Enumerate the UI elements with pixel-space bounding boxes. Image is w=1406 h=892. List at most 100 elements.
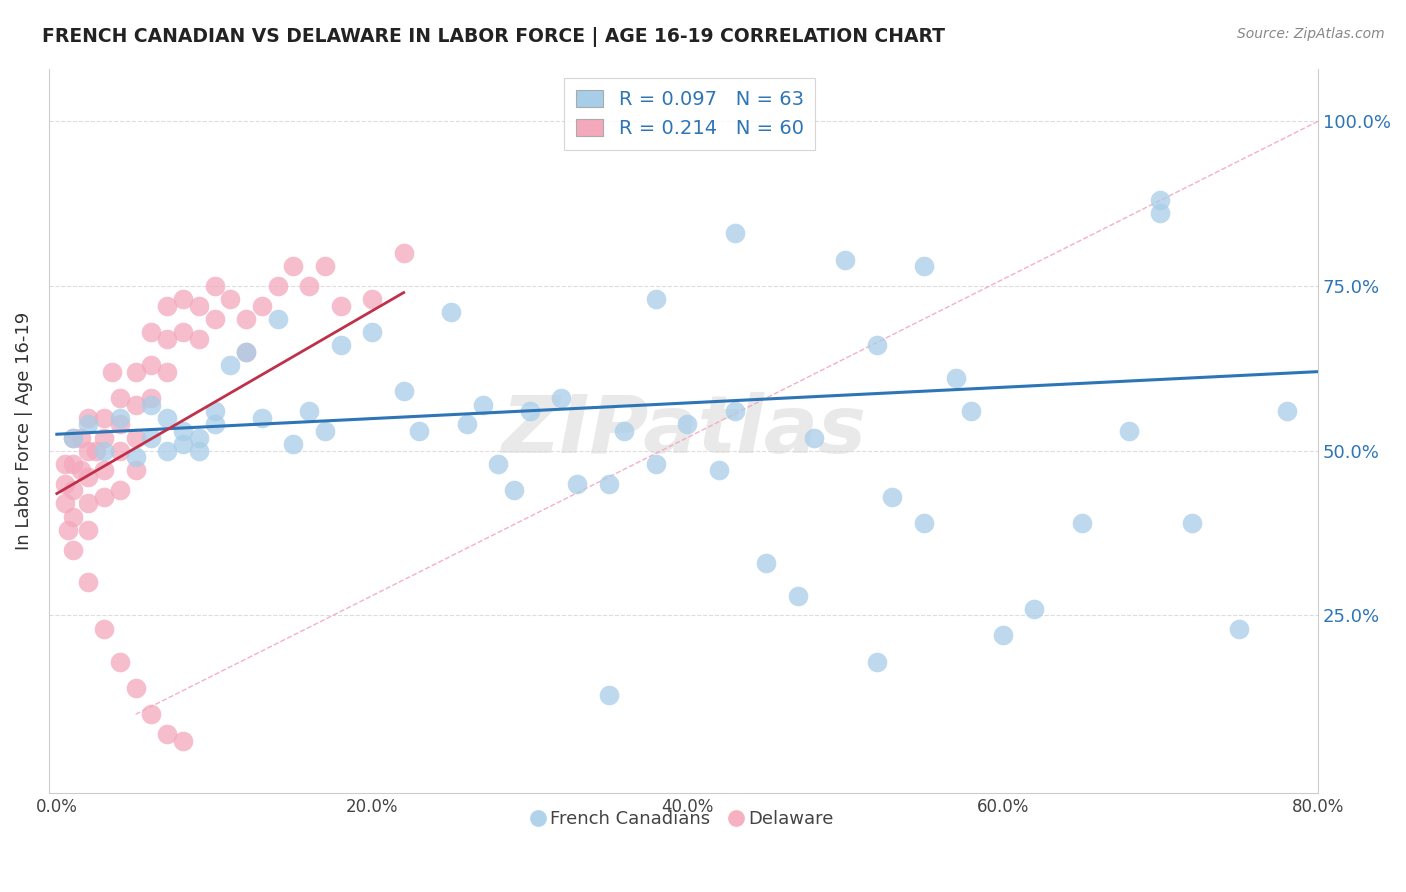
Point <box>141 707 163 722</box>
Point <box>172 733 194 747</box>
Point <box>235 344 257 359</box>
Point <box>187 443 209 458</box>
Text: ZIPatlas: ZIPatlas <box>501 392 866 470</box>
Point <box>298 404 321 418</box>
Point <box>187 332 209 346</box>
Point <box>77 523 100 537</box>
Point <box>77 443 100 458</box>
Point <box>93 490 115 504</box>
Point <box>361 325 384 339</box>
Point <box>1227 622 1250 636</box>
Point <box>945 371 967 385</box>
Point <box>1149 194 1171 208</box>
Point <box>93 430 115 444</box>
Point <box>250 410 273 425</box>
Point <box>101 365 124 379</box>
Point <box>77 575 100 590</box>
Point <box>486 457 509 471</box>
Point <box>204 279 226 293</box>
Point <box>1149 206 1171 220</box>
Point <box>440 305 463 319</box>
Point <box>503 483 526 498</box>
Point <box>125 450 148 465</box>
Point <box>645 457 668 471</box>
Point <box>93 622 115 636</box>
Text: FRENCH CANADIAN VS DELAWARE IN LABOR FORCE | AGE 16-19 CORRELATION CHART: FRENCH CANADIAN VS DELAWARE IN LABOR FOR… <box>42 27 945 46</box>
Point <box>172 292 194 306</box>
Point <box>62 542 84 557</box>
Point <box>172 325 194 339</box>
Point <box>125 398 148 412</box>
Point <box>62 430 84 444</box>
Point <box>408 424 430 438</box>
Point <box>266 312 288 326</box>
Point <box>991 628 1014 642</box>
Point <box>250 299 273 313</box>
Point <box>125 463 148 477</box>
Point <box>62 430 84 444</box>
Point <box>724 226 747 240</box>
Point <box>108 417 131 432</box>
Point <box>108 410 131 425</box>
Point <box>329 299 352 313</box>
Point <box>519 404 541 418</box>
Point <box>755 556 778 570</box>
Point <box>471 398 494 412</box>
Point <box>141 325 163 339</box>
Point <box>187 430 209 444</box>
Text: Source: ZipAtlas.com: Source: ZipAtlas.com <box>1237 27 1385 41</box>
Point <box>598 476 620 491</box>
Point <box>204 312 226 326</box>
Point <box>1181 516 1204 531</box>
Point <box>125 365 148 379</box>
Point <box>62 483 84 498</box>
Point <box>172 437 194 451</box>
Point <box>314 424 336 438</box>
Point <box>866 655 889 669</box>
Point <box>550 391 572 405</box>
Point <box>204 404 226 418</box>
Point <box>645 292 668 306</box>
Point <box>93 463 115 477</box>
Point <box>77 410 100 425</box>
Point <box>53 457 76 471</box>
Point <box>62 457 84 471</box>
Point <box>53 496 76 510</box>
Point <box>156 299 179 313</box>
Point <box>141 398 163 412</box>
Legend: French Canadians, Delaware: French Canadians, Delaware <box>526 803 841 835</box>
Point <box>141 358 163 372</box>
Point <box>172 424 194 438</box>
Point <box>156 727 179 741</box>
Point <box>141 391 163 405</box>
Point <box>314 259 336 273</box>
Point <box>53 476 76 491</box>
Point <box>69 430 91 444</box>
Point <box>219 292 242 306</box>
Point <box>866 338 889 352</box>
Point <box>141 430 163 444</box>
Point <box>204 417 226 432</box>
Point <box>565 476 588 491</box>
Point <box>392 246 415 260</box>
Point <box>235 312 257 326</box>
Point <box>125 430 148 444</box>
Point <box>1070 516 1092 531</box>
Point <box>882 490 904 504</box>
Point <box>125 681 148 695</box>
Point <box>707 463 730 477</box>
Point <box>156 332 179 346</box>
Point <box>392 384 415 399</box>
Point <box>912 259 935 273</box>
Point <box>62 509 84 524</box>
Point <box>1118 424 1140 438</box>
Point <box>598 688 620 702</box>
Point <box>108 655 131 669</box>
Point <box>613 424 636 438</box>
Point <box>1275 404 1298 418</box>
Point <box>298 279 321 293</box>
Point <box>77 417 100 432</box>
Point <box>834 252 856 267</box>
Point <box>724 404 747 418</box>
Point <box>1024 602 1046 616</box>
